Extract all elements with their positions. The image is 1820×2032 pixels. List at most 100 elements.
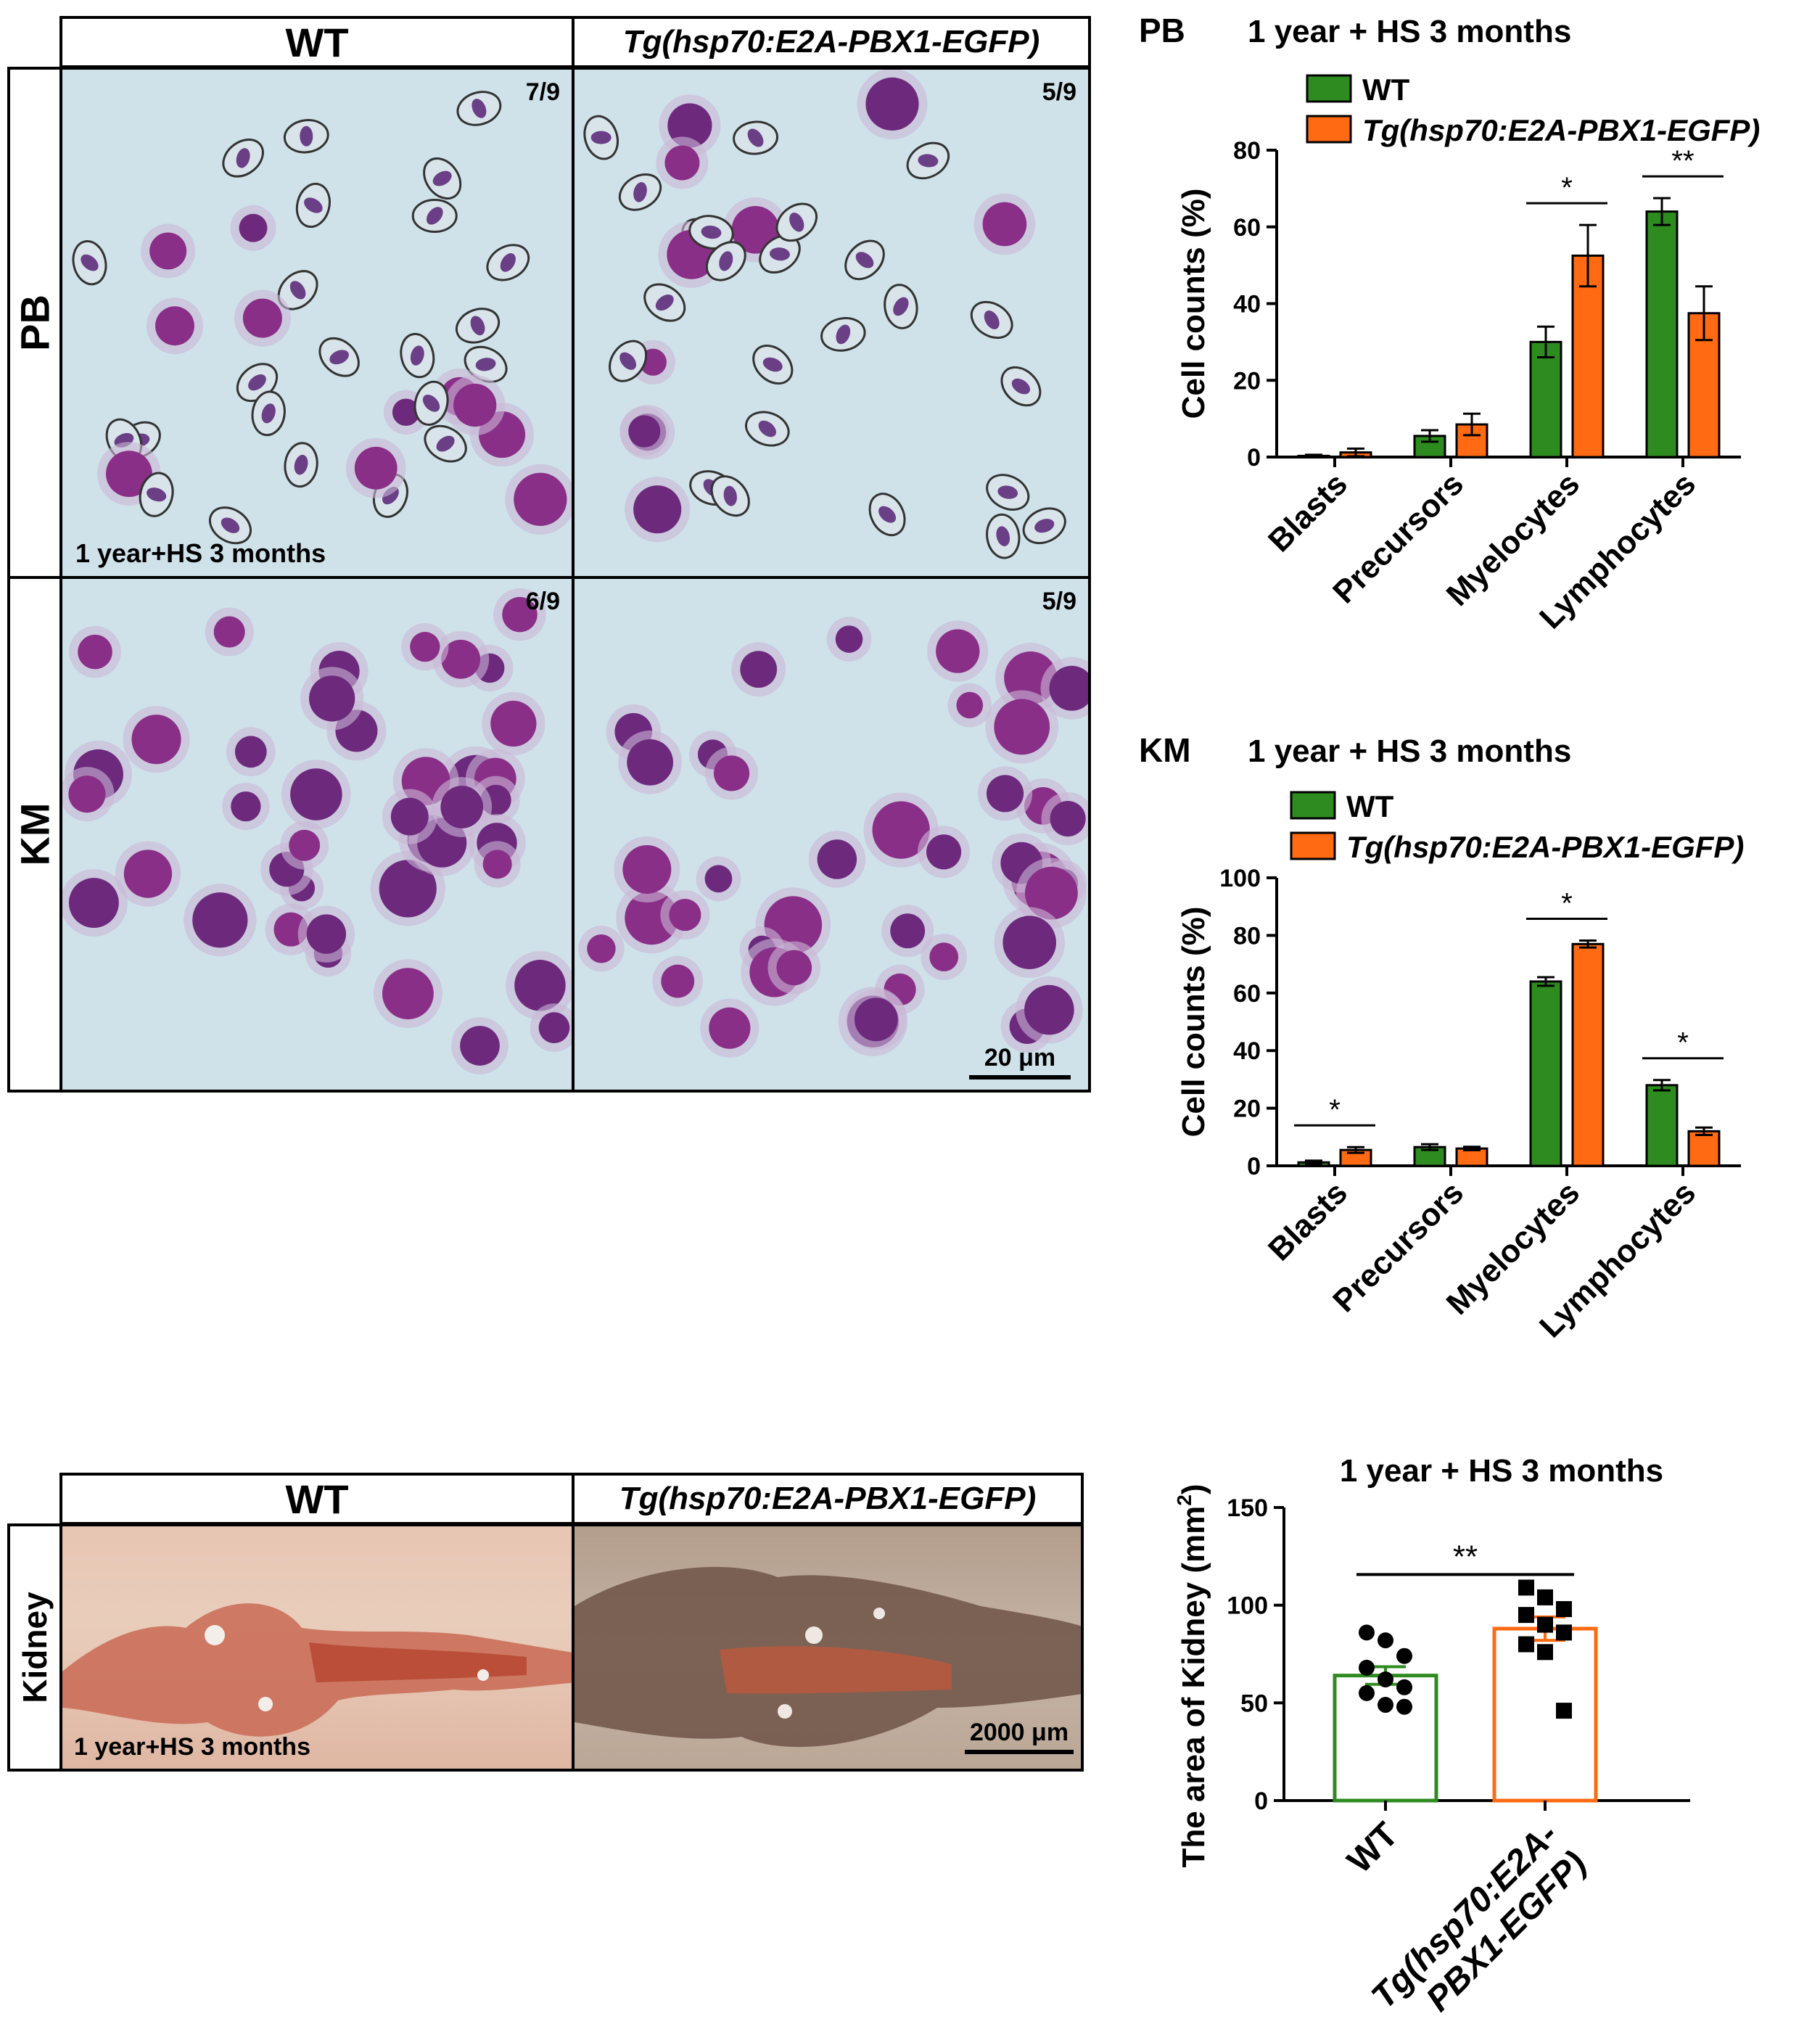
- micrograph-pb-wt: 7/9 1 year+HS 3 months: [59, 67, 575, 579]
- chart-title: 1 year + HS 3 months: [1340, 1453, 1663, 1489]
- kidney-scale-label: 2000 μm: [969, 1719, 1069, 1746]
- leukocyte-nucleus: [835, 625, 863, 653]
- leukocyte-nucleus: [926, 834, 962, 870]
- chart-km: KM 1 year + HS 3 months WT Tg(hsp70:E2A-PBX…: [1139, 731, 1744, 1344]
- x-category-line: WT: [1341, 1815, 1406, 1880]
- micro-scale-bar: 20 μm: [969, 1044, 1071, 1079]
- legend-label: Tg(hsp70:E2A-PBX1-EGFP): [1362, 113, 1760, 147]
- row-label-kidney-text: Kidney: [16, 1592, 54, 1703]
- legend-swatch: [1306, 74, 1352, 103]
- erythrocyte-nucleus: [436, 435, 455, 452]
- leukocyte-nucleus: [289, 829, 321, 861]
- x-category-label: Blasts: [1261, 466, 1354, 559]
- erythrocyte-nucleus: [470, 316, 485, 336]
- leukocyte-nucleus: [68, 776, 106, 813]
- leukocyte-nucleus: [460, 1026, 500, 1066]
- erythrocyte-nucleus: [633, 182, 647, 202]
- leukocyte-nucleus: [354, 446, 398, 490]
- y-tick-label: 40: [1233, 291, 1261, 318]
- erythrocyte-nucleus: [984, 310, 1000, 329]
- bar: [1645, 1084, 1679, 1167]
- bar: [1571, 942, 1605, 1167]
- leukocyte-nucleus: [854, 998, 898, 1042]
- data-point: [1518, 1636, 1534, 1653]
- leukocyte-nucleus: [234, 736, 267, 768]
- kidney-photo-tg: 2000 μm: [572, 1523, 1084, 1772]
- data-point: [1556, 1601, 1572, 1618]
- legend-swatch: [1306, 115, 1352, 144]
- y-tick-label: 150: [1227, 1494, 1268, 1522]
- y-tick-label: 20: [1233, 367, 1261, 395]
- data-point: [1518, 1607, 1534, 1624]
- erythrocyte-nucleus: [619, 352, 637, 370]
- micro-scale-line: [969, 1075, 1071, 1079]
- erythrocyte-nucleus: [655, 295, 674, 311]
- leukocyte-nucleus: [441, 639, 481, 679]
- leukocyte-nucleus: [865, 77, 919, 131]
- erythrocyte-nucleus: [500, 253, 516, 272]
- kidney-header-tg: Tg(hsp70:E2A-PBX1-EGFP): [572, 1473, 1084, 1525]
- kidney-photo-wt: 1 year+HS 3 months: [59, 1523, 575, 1772]
- y-tick-label: 80: [1233, 922, 1261, 950]
- leukocyte-nucleus: [714, 755, 750, 791]
- leukocyte-nucleus: [131, 715, 181, 765]
- leukocyte-nucleus: [1049, 665, 1088, 711]
- leukocyte-nucleus: [776, 950, 812, 986]
- y-tick-label: 100: [1219, 865, 1261, 892]
- erythrocyte-nucleus: [147, 488, 167, 502]
- erythrocyte-nucleus: [918, 154, 939, 168]
- leukocyte-nucleus: [936, 629, 980, 673]
- legend-swatch: [1290, 791, 1336, 820]
- y-axis-label-sup: 2: [1173, 1494, 1195, 1506]
- erythrocyte-nucleus: [289, 281, 306, 300]
- data-point: [1537, 1616, 1553, 1633]
- leukocyte-nucleus: [392, 398, 420, 427]
- y-axis-label-close: ): [1176, 1484, 1211, 1494]
- data-point: [1378, 1671, 1393, 1688]
- leukocyte-nucleus: [514, 960, 566, 1011]
- leukocyte-nucleus: [1024, 866, 1078, 920]
- micro-scale-label: 20 μm: [984, 1044, 1056, 1071]
- erythrocyte-nucleus: [1034, 519, 1055, 533]
- leukocyte-nucleus: [482, 850, 512, 879]
- leukocyte-nucleus: [309, 675, 355, 722]
- erythrocyte-nucleus: [997, 485, 1018, 499]
- significance-mark: **: [1671, 145, 1694, 177]
- leukocyte-nucleus: [956, 691, 984, 719]
- leukocyte-nucleus: [306, 914, 347, 954]
- leukocyte-nucleus: [192, 892, 248, 948]
- significance-mark: **: [1453, 1539, 1478, 1574]
- legend-label: WT: [1346, 789, 1394, 823]
- erythrocyte-nucleus: [719, 251, 733, 271]
- data-point: [1556, 1703, 1572, 1719]
- leukocyte-nucleus: [149, 232, 187, 270]
- legend-swatch: [1290, 831, 1336, 860]
- erythrocyte-nucleus: [236, 148, 250, 168]
- leukocyte-nucleus: [105, 451, 152, 497]
- row-label-km: KM: [7, 576, 62, 1093]
- pb-tg-cells: [583, 70, 1066, 559]
- row-label-pb-text: PB: [12, 295, 58, 351]
- leukocyte-nucleus: [382, 968, 434, 1020]
- data-point: [1359, 1685, 1375, 1701]
- erythrocyte-nucleus: [261, 403, 276, 424]
- erythrocyte-nucleus: [701, 225, 722, 239]
- leukocyte-nucleus: [538, 1012, 570, 1043]
- leukocyte-nucleus: [502, 596, 538, 633]
- row-label-km-text: KM: [12, 802, 58, 866]
- leukocyte-nucleus: [514, 472, 567, 526]
- pb-wt-cells: [72, 91, 572, 545]
- leukocyte-nucleus: [731, 205, 780, 254]
- leukocyte-nucleus: [410, 632, 440, 662]
- erythrocyte-nucleus: [426, 207, 443, 225]
- y-tick-label: 20: [1233, 1095, 1261, 1123]
- km-tg-cells: [578, 617, 1088, 1058]
- kidney-tg-tissue: [575, 1566, 1081, 1748]
- leukocyte-nucleus: [490, 700, 537, 747]
- row-label-kidney: Kidney: [7, 1523, 62, 1772]
- chart-title: 1 year + HS 3 months: [1248, 733, 1571, 769]
- leukocyte-nucleus: [982, 202, 1027, 247]
- leukocyte-nucleus: [740, 651, 778, 688]
- erythrocyte-nucleus: [1011, 378, 1031, 395]
- erythrocyte-nucleus: [893, 297, 909, 316]
